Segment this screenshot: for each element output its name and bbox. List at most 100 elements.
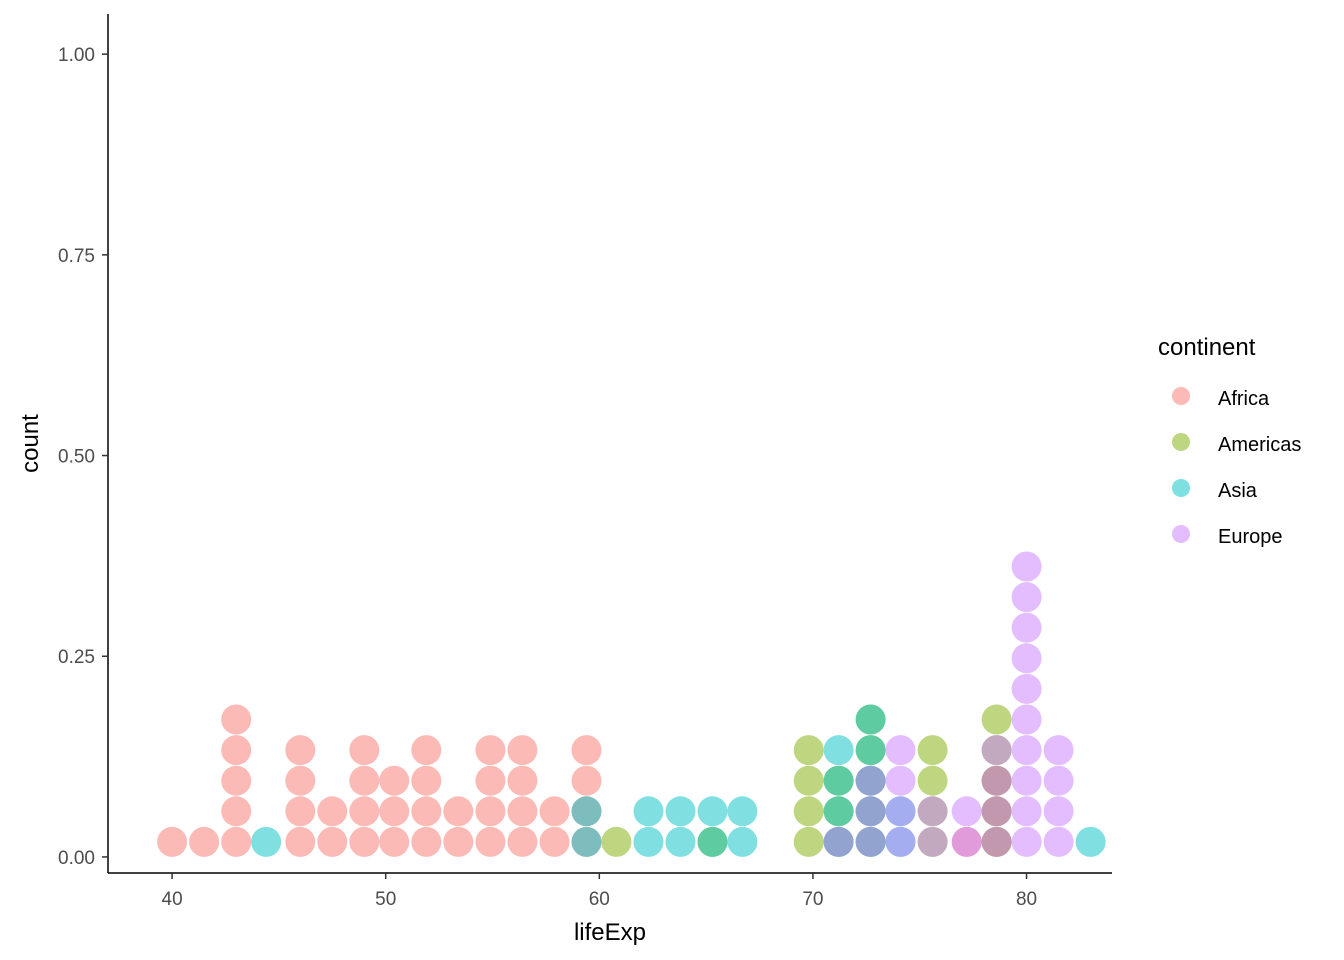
dot-africa — [475, 735, 506, 766]
dot-asia — [727, 826, 758, 857]
dot-europe — [951, 826, 982, 857]
dot-asia — [823, 765, 854, 796]
dot-europe — [1011, 551, 1042, 582]
y-tick-label: 0.00 — [58, 848, 95, 869]
y-tick-label: 0.25 — [58, 647, 95, 668]
dot-europe — [1011, 765, 1042, 796]
dot-europe — [1011, 643, 1042, 674]
dot-asia — [665, 826, 696, 857]
dot-africa — [411, 826, 442, 857]
dot-europe — [855, 826, 886, 857]
dot-africa — [317, 826, 348, 857]
dot-europe — [885, 796, 916, 827]
dots-layer — [157, 551, 1106, 857]
legend-key-europe — [1172, 525, 1190, 543]
x-tick-label: 70 — [802, 889, 823, 910]
dot-africa — [507, 735, 538, 766]
dot-asia — [855, 735, 886, 766]
legend-key-asia — [1172, 479, 1190, 497]
legend-key-americas — [1172, 433, 1190, 451]
dot-americas — [793, 826, 824, 857]
dot-africa — [411, 765, 442, 796]
dot-europe — [1043, 735, 1074, 766]
dot-africa — [475, 826, 506, 857]
dot-africa — [411, 735, 442, 766]
dot-americas — [793, 796, 824, 827]
dot-africa — [349, 796, 380, 827]
dot-africa — [379, 796, 410, 827]
dot-africa — [539, 796, 570, 827]
dot-asia — [571, 796, 602, 827]
dot-africa — [571, 765, 602, 796]
dot-africa — [507, 796, 538, 827]
dot-europe — [981, 796, 1012, 827]
y-tick-label: 1.00 — [58, 45, 95, 66]
dot-africa — [507, 826, 538, 857]
dot-europe — [1011, 735, 1042, 766]
dot-africa — [221, 735, 252, 766]
y-tick-label: 0.50 — [58, 447, 95, 468]
dot-europe — [855, 796, 886, 827]
legend-label-africa: Africa — [1218, 388, 1270, 410]
dot-africa — [189, 826, 220, 857]
dot-europe — [885, 826, 916, 857]
y-axis-title: count — [17, 414, 44, 473]
x-tick-label: 80 — [1016, 889, 1037, 910]
y-tick-label: 0.75 — [58, 246, 95, 267]
dot-europe — [951, 796, 982, 827]
dot-europe — [1043, 796, 1074, 827]
dot-africa — [285, 826, 316, 857]
dot-asia — [697, 796, 728, 827]
dot-americas — [917, 765, 948, 796]
dot-europe — [1011, 582, 1042, 613]
dot-asia — [727, 796, 758, 827]
legend-items: Africa Americas Asia Europe — [1172, 387, 1301, 548]
dot-asia — [665, 796, 696, 827]
dot-europe — [1011, 796, 1042, 827]
legend-label-europe: Europe — [1218, 526, 1283, 548]
dot-africa — [349, 735, 380, 766]
x-tick-label: 40 — [162, 889, 183, 910]
x-tick-label: 60 — [589, 889, 610, 910]
dot-europe — [981, 735, 1012, 766]
dot-asia — [633, 826, 664, 857]
dot-africa — [285, 765, 316, 796]
dot-europe — [981, 765, 1012, 796]
dot-americas — [981, 704, 1012, 735]
legend-title: continent — [1158, 334, 1256, 361]
dot-africa — [443, 826, 474, 857]
legend-label-asia: Asia — [1218, 480, 1258, 502]
dot-africa — [379, 765, 410, 796]
legend-label-americas: Americas — [1218, 434, 1301, 456]
dot-europe — [885, 735, 916, 766]
legend-key-africa — [1172, 387, 1190, 405]
legend: continent Africa Americas Asia Europe — [1158, 334, 1301, 548]
dot-europe — [1011, 826, 1042, 857]
dot-africa — [349, 826, 380, 857]
dot-asia — [855, 704, 886, 735]
dot-europe — [1011, 673, 1042, 704]
dot-africa — [317, 796, 348, 827]
dot-americas — [793, 765, 824, 796]
dot-europe — [1043, 765, 1074, 796]
dot-europe — [1011, 704, 1042, 735]
dot-europe — [981, 826, 1012, 857]
dot-africa — [443, 796, 474, 827]
dot-europe — [1043, 826, 1074, 857]
dot-asia — [1075, 826, 1106, 857]
dot-africa — [221, 765, 252, 796]
dot-africa — [475, 796, 506, 827]
dot-africa — [221, 826, 252, 857]
dot-africa — [349, 765, 380, 796]
dot-americas — [917, 735, 948, 766]
dot-europe — [823, 826, 854, 857]
x-tick-label: 50 — [375, 889, 396, 910]
dot-africa — [571, 735, 602, 766]
dot-africa — [285, 735, 316, 766]
dot-europe — [917, 826, 948, 857]
dot-americas — [601, 826, 632, 857]
dot-africa — [507, 765, 538, 796]
dot-asia — [633, 796, 664, 827]
dot-asia — [823, 735, 854, 766]
